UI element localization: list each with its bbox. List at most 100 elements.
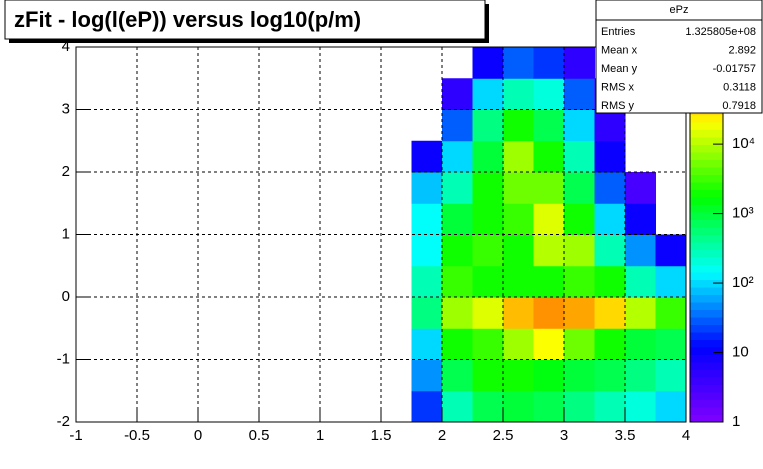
y-tick-label: -1 xyxy=(57,350,70,367)
cell xyxy=(594,359,626,392)
cell xyxy=(472,359,504,392)
cell xyxy=(594,172,626,204)
cell xyxy=(594,328,626,360)
cell xyxy=(594,140,626,173)
stats-label: Entries xyxy=(601,26,636,38)
stats-title: ePz xyxy=(670,4,689,16)
y-tick-label: -2 xyxy=(57,413,70,430)
cell xyxy=(533,359,565,392)
palette-step xyxy=(690,242,723,250)
cell xyxy=(472,390,504,423)
y-tick-label: 4 xyxy=(62,38,70,55)
x-tick-label: 0.5 xyxy=(249,427,270,444)
cell xyxy=(411,390,443,423)
cell xyxy=(594,297,626,329)
cell xyxy=(564,78,595,110)
palette-step xyxy=(690,414,723,423)
cell xyxy=(533,140,565,173)
palette-step xyxy=(690,317,723,325)
palette-step xyxy=(690,227,723,235)
palette-step xyxy=(690,354,723,363)
cell xyxy=(411,203,443,235)
cell xyxy=(564,234,595,267)
palette-step xyxy=(690,369,723,378)
cell xyxy=(472,109,504,142)
x-tick-label: -0.5 xyxy=(124,427,150,444)
cell xyxy=(533,78,565,110)
palette-step xyxy=(690,159,723,168)
cell xyxy=(625,297,656,329)
y-tick-label: 1 xyxy=(62,225,70,242)
cell xyxy=(503,203,534,235)
palette-step xyxy=(690,197,723,205)
cell xyxy=(564,172,595,204)
cell xyxy=(503,265,534,298)
cell xyxy=(625,234,656,267)
cell xyxy=(503,47,534,79)
cell xyxy=(411,234,443,267)
palette-step xyxy=(690,129,723,138)
palette-step xyxy=(690,122,723,130)
palette-step xyxy=(690,399,723,408)
z-tick-label: 10 xyxy=(732,343,749,360)
palette-step xyxy=(690,212,723,220)
cell xyxy=(411,328,443,360)
stats-value: 1.325805e+08 xyxy=(685,26,756,38)
stats-label: Mean x xyxy=(601,44,638,56)
cell xyxy=(472,172,504,204)
palette-step xyxy=(690,137,723,145)
stats-box: ePz Entries 1.325805e+08 Mean x 2.892 Mean y -… xyxy=(595,0,763,114)
cell xyxy=(503,390,534,423)
cell xyxy=(655,328,687,360)
palette-step xyxy=(690,384,723,393)
palette-step xyxy=(690,114,723,123)
stats-label: Mean y xyxy=(601,63,638,75)
x-tick-label: 4 xyxy=(682,427,690,444)
palette-step xyxy=(690,407,723,415)
cell xyxy=(533,234,565,267)
cell xyxy=(594,109,626,142)
cell xyxy=(411,172,443,204)
cell xyxy=(655,359,687,392)
cell xyxy=(472,234,504,267)
cell xyxy=(503,359,534,392)
palette-step xyxy=(690,257,723,265)
cell xyxy=(533,297,565,329)
palette-step xyxy=(690,144,723,153)
palette-step xyxy=(690,152,723,160)
cell xyxy=(472,140,504,173)
cell xyxy=(442,172,473,204)
palette-step xyxy=(690,174,723,183)
x-tick-label: 3 xyxy=(560,427,568,444)
cell xyxy=(442,140,473,173)
cell xyxy=(411,265,443,298)
cell xyxy=(503,297,534,329)
palette-step xyxy=(690,309,723,318)
cell xyxy=(655,297,687,329)
cell xyxy=(503,140,534,173)
cell xyxy=(503,109,534,142)
cell xyxy=(442,328,473,360)
cell xyxy=(472,265,504,298)
cell xyxy=(442,359,473,392)
cell xyxy=(564,203,595,235)
palette-step xyxy=(690,264,723,273)
title-box xyxy=(4,0,486,40)
palette-step xyxy=(690,182,723,190)
cell xyxy=(594,390,626,423)
stats-value: 2.892 xyxy=(728,44,756,56)
stats-value: 0.7918 xyxy=(722,100,756,112)
palette-step xyxy=(690,272,723,280)
y-tick-label: 2 xyxy=(62,163,70,180)
cell xyxy=(442,265,473,298)
cell xyxy=(533,265,565,298)
heatmap xyxy=(411,47,687,423)
cell xyxy=(655,265,687,298)
palette-step xyxy=(690,204,723,213)
z-tick-label: 10³ xyxy=(732,205,754,222)
cell xyxy=(442,109,473,142)
cell xyxy=(472,203,504,235)
cell xyxy=(533,109,565,142)
palette-step xyxy=(690,339,723,348)
